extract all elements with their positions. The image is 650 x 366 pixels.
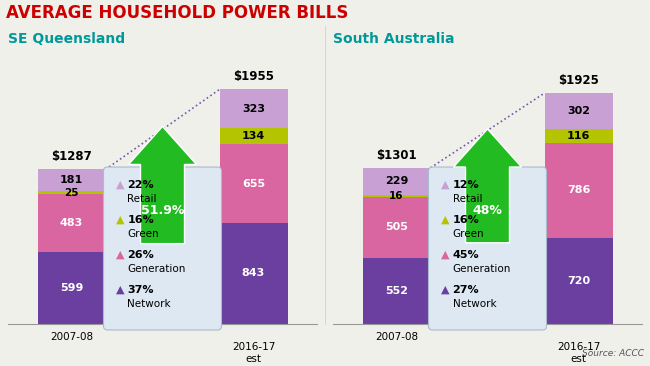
Text: Source: ACCC: Source: ACCC <box>582 349 644 358</box>
Text: ▲: ▲ <box>116 250 124 260</box>
Text: 48%: 48% <box>473 205 502 217</box>
Bar <box>220 89 287 128</box>
Text: 505: 505 <box>385 223 408 232</box>
Text: 2007-08: 2007-08 <box>50 332 93 342</box>
Text: 22%: 22% <box>127 180 154 190</box>
Text: Network: Network <box>452 299 496 309</box>
Text: 116: 116 <box>567 131 590 141</box>
Text: 2007-08: 2007-08 <box>375 332 418 342</box>
Text: 27%: 27% <box>452 285 479 295</box>
FancyBboxPatch shape <box>103 167 222 330</box>
Text: 2016-17
est: 2016-17 est <box>232 342 275 363</box>
Circle shape <box>70 191 73 194</box>
Bar <box>220 144 287 223</box>
Bar <box>545 238 612 324</box>
Text: Retail: Retail <box>452 194 482 204</box>
Text: Green: Green <box>127 229 159 239</box>
Text: 483: 483 <box>60 218 83 228</box>
Text: $1955: $1955 <box>233 70 274 83</box>
Text: 51.9%: 51.9% <box>141 204 184 217</box>
Bar <box>220 128 287 144</box>
Polygon shape <box>454 129 521 243</box>
Text: ▲: ▲ <box>116 285 124 295</box>
Text: ▲: ▲ <box>116 215 124 225</box>
Text: SE Queensland: SE Queensland <box>8 32 125 46</box>
Bar <box>38 194 105 252</box>
Text: 45%: 45% <box>452 250 479 260</box>
Text: Green: Green <box>452 229 484 239</box>
Bar <box>38 252 105 324</box>
Text: Retail: Retail <box>127 194 157 204</box>
Text: AVERAGE HOUSEHOLD POWER BILLS: AVERAGE HOUSEHOLD POWER BILLS <box>6 4 348 22</box>
Text: $1925: $1925 <box>558 74 599 87</box>
Text: 323: 323 <box>242 104 265 114</box>
Text: 302: 302 <box>567 106 590 116</box>
Text: $1287: $1287 <box>51 150 92 164</box>
Text: 16%: 16% <box>452 215 479 225</box>
Text: 181: 181 <box>60 175 83 185</box>
Bar <box>363 195 430 197</box>
Text: 655: 655 <box>242 179 265 188</box>
Bar <box>220 223 287 324</box>
Text: ▲: ▲ <box>441 180 449 190</box>
Text: 229: 229 <box>385 176 408 187</box>
Text: ▲: ▲ <box>441 285 449 295</box>
Text: Generation: Generation <box>452 264 511 274</box>
Circle shape <box>395 195 398 197</box>
Text: $1301: $1301 <box>376 149 417 162</box>
Text: 37%: 37% <box>127 285 154 295</box>
Bar <box>545 143 612 238</box>
Text: Generation: Generation <box>127 264 186 274</box>
Bar <box>363 197 430 258</box>
Text: 16%: 16% <box>127 215 154 225</box>
Bar <box>363 168 430 195</box>
Text: 2016-17
est: 2016-17 est <box>557 342 600 363</box>
Bar <box>38 169 105 191</box>
Text: Network: Network <box>127 299 171 309</box>
Text: 843: 843 <box>242 268 265 279</box>
FancyBboxPatch shape <box>428 167 547 330</box>
Text: 552: 552 <box>385 286 408 296</box>
Text: 12%: 12% <box>452 180 479 190</box>
Text: 134: 134 <box>242 131 265 141</box>
Polygon shape <box>129 127 196 244</box>
Text: ▲: ▲ <box>441 215 449 225</box>
Bar <box>545 129 612 143</box>
Text: South Australia: South Australia <box>333 32 454 46</box>
Text: 599: 599 <box>60 283 83 293</box>
Text: 26%: 26% <box>127 250 154 260</box>
Bar <box>38 191 105 194</box>
Text: 16: 16 <box>389 191 404 201</box>
Text: ▲: ▲ <box>441 250 449 260</box>
Text: 720: 720 <box>567 276 590 286</box>
Text: 786: 786 <box>567 186 590 195</box>
Bar <box>545 93 612 129</box>
Text: 25: 25 <box>64 188 79 198</box>
Bar <box>363 258 430 324</box>
Text: ▲: ▲ <box>116 180 124 190</box>
